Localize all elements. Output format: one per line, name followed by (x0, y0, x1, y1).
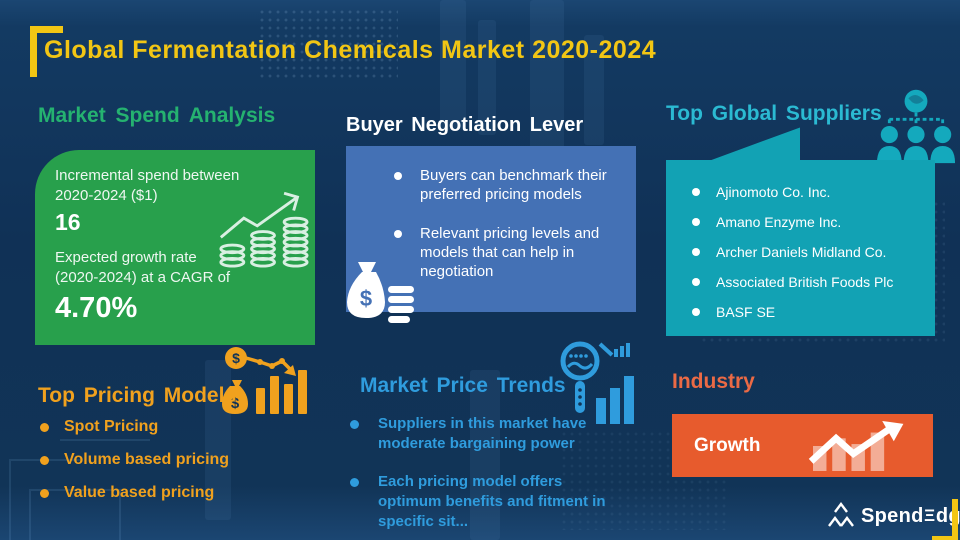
list-item-label: Relevant pricing levels and models that … (420, 225, 600, 280)
background-texture (440, 0, 466, 130)
industry-heading: Industry (672, 370, 755, 393)
buyer-negotiation-card: Buyers can benchmark their preferred pri… (346, 146, 636, 323)
money-bag-icon: $ (347, 262, 414, 323)
coins-growth-icon (219, 191, 309, 268)
list-item-label: Each pricing model offers optimum benefi… (378, 473, 606, 530)
list-item-label: Archer Daniels Midland Co. (716, 244, 887, 260)
list-item: Amano Enzyme Inc. (692, 214, 927, 230)
stat-label: Incremental spend between (55, 167, 240, 184)
suppliers-list: Ajinomoto Co. Inc. Amano Enzyme Inc. Arc… (666, 160, 935, 320)
list-item-label: Value based pricing (64, 484, 215, 501)
stat-value: 4.70% (55, 292, 138, 324)
price-trends-icon (560, 341, 634, 424)
top-suppliers-card: Ajinomoto Co. Inc. Amano Enzyme Inc. Arc… (666, 160, 935, 336)
svg-text:$: $ (231, 395, 240, 412)
list-item: Value based pricing (40, 484, 229, 502)
stat-label: Expected growth rate (55, 249, 197, 266)
stat-label: (2020-2024) at a CAGR of (55, 269, 231, 286)
list-item: Archer Daniels Midland Co. (692, 244, 927, 260)
corner-bracket-icon (932, 499, 958, 540)
list-item-label: Suppliers in this market have moderate b… (378, 415, 587, 452)
top-pricing-models-heading: Top Pricing Models (38, 384, 237, 407)
pricing-models-list: Spot Pricing Volume based pricing Value … (40, 418, 229, 517)
list-item: Spot Pricing (40, 418, 229, 436)
stat-label: 2020-2024 ($1) (55, 187, 158, 204)
list-item: Volume based pricing (40, 451, 229, 469)
corner-bracket-icon (30, 26, 63, 77)
svg-text:$: $ (232, 350, 240, 366)
page-title: Global Fermentation Chemicals Market 202… (44, 36, 657, 64)
list-item: Associated British Foods Plc (692, 274, 927, 290)
buyer-negotiation-heading: Buyer Negotiation Lever (346, 114, 584, 136)
list-item: BASF SE (692, 304, 927, 320)
list-item-label: Amano Enzyme Inc. (716, 214, 842, 230)
market-price-trends-heading: Market Price Trends (360, 374, 566, 397)
svg-text:$: $ (360, 286, 372, 311)
list-item-label: Volume based pricing (64, 451, 230, 468)
suppliers-network-icon (876, 89, 956, 164)
spendedge-icon (828, 502, 854, 527)
market-spend-heading: Market Spend Analysis (38, 104, 276, 127)
list-item: Each pricing model offers optimum benefi… (350, 472, 618, 532)
buyer-negotiation-list: Buyers can benchmark their preferred pri… (346, 146, 636, 281)
list-item: Buyers can benchmark their preferred pri… (394, 166, 622, 204)
edge-e-icon: Ξ (924, 506, 936, 525)
industry-value: Growth (694, 435, 761, 456)
list-item-label: BASF SE (716, 304, 776, 320)
list-item-label: Ajinomoto Co. Inc. (716, 184, 831, 200)
top-global-suppliers-heading: Top Global Suppliers (666, 102, 882, 125)
industry-growth-card: Growth (672, 414, 933, 477)
list-item: Ajinomoto Co. Inc. (692, 184, 927, 200)
list-item: Relevant pricing levels and models that … (394, 224, 622, 281)
pricing-models-icon: $ $ (222, 347, 307, 414)
stat-value: 16 (55, 209, 81, 235)
speech-pointer (706, 127, 800, 162)
list-item-label: Spot Pricing (64, 418, 159, 435)
growth-arrow-icon (808, 421, 904, 471)
list-item-label: Buyers can benchmark their preferred pri… (420, 167, 607, 203)
logo-text-part1: Spend (861, 504, 924, 527)
market-spend-card: Incremental spend between 2020-2024 ($1)… (35, 150, 315, 345)
list-item: Suppliers in this market have moderate b… (350, 414, 618, 454)
price-trends-list: Suppliers in this market have moderate b… (350, 414, 618, 540)
list-item-label: Associated British Foods Plc (716, 274, 894, 290)
